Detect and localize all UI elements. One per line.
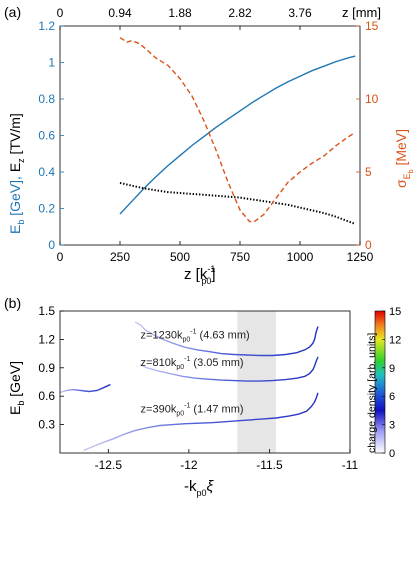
panel-b-x-tick-label: -12	[180, 458, 198, 472]
panel-a-top-axis-label: z [mm]	[342, 5, 381, 20]
panel-b-shaded-region	[237, 311, 276, 453]
panel-a-left-tick-label: 0.8	[38, 92, 55, 106]
colorbar-tick-label: 9	[389, 363, 395, 375]
panel-a-x-tick-label: 500	[170, 250, 190, 264]
panel-a-left-tick-label: 0.2	[38, 202, 55, 216]
panel-a-right-tick-label: 15	[365, 19, 379, 33]
panel-a-top-tick-label: 3.76	[288, 6, 312, 20]
panel-b-y-tick-label: 0.3	[38, 418, 55, 432]
panel-b-y-tick-label: 1.2	[38, 332, 55, 346]
panel-b-y-axis-label: Eb [GeV]	[7, 361, 26, 415]
panel-b-label: (b)	[4, 295, 21, 311]
panel-a-x-tick-label: 750	[230, 250, 250, 264]
panel-a-left-tick-label: 0	[48, 238, 55, 252]
panel-b-plot-border	[59, 310, 351, 454]
panel-b-x-tick-label: -11	[342, 458, 359, 472]
panel-a-left-tick-label: 1	[48, 56, 55, 70]
colorbar-tick-label: 3	[389, 420, 395, 432]
series-z390-trace	[83, 392, 319, 451]
panel-a-left-tick-label: 1.2	[38, 19, 55, 33]
panel-b-y-tick-label: 1.5	[38, 304, 55, 318]
colorbar-tick-label: 15	[389, 306, 401, 318]
colorbar-label: charge density [arb. units]	[366, 333, 378, 453]
panel-b-annotation: z=1230kp0-1 (4.63 mm)	[141, 328, 250, 343]
panel-b: (b) -12.5 -12 -11.5 -11 0.3 0.6 0.9 1.2 1.5 z=12…	[4, 295, 401, 498]
colorbar-tick-label: 6	[389, 391, 395, 403]
panel-a-label: (a)	[4, 4, 21, 20]
panel-b-series	[59, 321, 319, 451]
panel-b-y-tick-label: 0.6	[38, 389, 55, 403]
panel-b-y-tick-label: 0.9	[38, 361, 55, 375]
panel-a-top-tick-label: 1.88	[168, 6, 192, 20]
panel-b-x-tick-label: -11.5	[256, 458, 283, 472]
panel-a-right-tick-label: 5	[365, 165, 372, 179]
panel-a-y-left-axis-label: Eb [GeV], Ez [TV/m]	[7, 113, 26, 234]
colorbar-tick-label: 0	[389, 448, 395, 460]
panel-a-y-right-axis-label: σEb [MeV]	[393, 129, 415, 188]
panel-b-annotation: z=810kp0-1 (3.05 mm)	[141, 356, 244, 371]
panel-b-x-tick-label: -12.5	[95, 458, 123, 472]
colorbar-ticks: 0 3 6 9 12 15	[382, 306, 401, 460]
colorbar	[374, 310, 386, 454]
panel-a-series	[119, 37, 356, 225]
colorbar-tick-label: 12	[389, 334, 401, 346]
panel-a-left-tick-label: 0.6	[38, 129, 55, 143]
panel-a-top-tick-label: 0	[57, 6, 64, 20]
panel-a-top-tick-label: 0.94	[108, 6, 132, 20]
panel-a-top-tick-label: 2.82	[228, 6, 252, 20]
series-z810-trace	[139, 356, 319, 382]
panel-a-right-tick-label: 0	[365, 238, 372, 252]
panel-a-x-tick-label: 250	[110, 250, 130, 264]
series-sigma-line	[119, 37, 356, 223]
series-z810_low-trace	[59, 384, 111, 394]
panel-b-annotation: z=390kp0-1 (1.47 mm)	[141, 402, 244, 417]
series-Ez-line	[119, 181, 356, 225]
panel-b-annotations: z=1230kp0-1 (4.63 mm) z=810kp0-1 (3.05 mm…	[141, 328, 250, 417]
series-Eb-line	[119, 55, 356, 215]
panel-a-x-axis-label: z [k-1 p0]	[184, 264, 216, 286]
panel-a-x-tick-label: 1250	[347, 250, 374, 264]
panel-b-plot-frame	[60, 311, 350, 453]
panel-b-ticks: -12.5 -12 -11.5 -11 0.3 0.6 0.9 1.2 1.5	[38, 304, 358, 472]
panel-a-x-tick-label: 1000	[287, 250, 314, 264]
panel-b-x-axis-label: -kp0ξ	[184, 478, 215, 498]
panel-a-right-tick-label: 10	[365, 92, 379, 106]
panel-a-left-tick-label: 0.4	[38, 165, 55, 179]
series-z1230-trace	[135, 321, 319, 357]
panel-a-x-tick-label: 0	[57, 250, 64, 264]
